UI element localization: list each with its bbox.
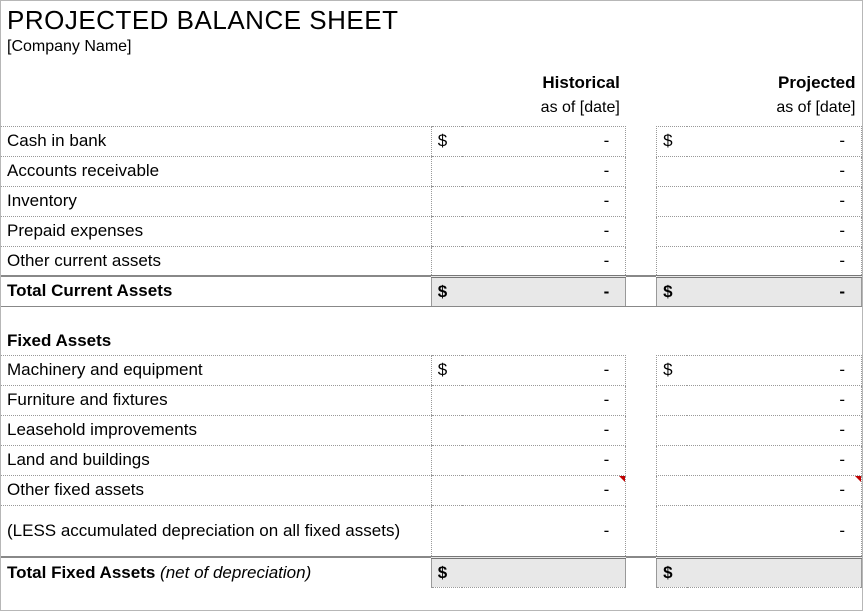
cell-value[interactable]: - — [687, 186, 861, 216]
row-total-label: Total Current Assets — [1, 276, 431, 306]
cell-value — [462, 557, 626, 587]
cell-currency[interactable]: $ — [657, 126, 688, 156]
cell-currency: $ — [657, 276, 688, 306]
row-label: Machinery and equipment — [1, 355, 431, 385]
cell-value — [687, 557, 861, 587]
row-label: (LESS accumulated depreciation on all fi… — [1, 505, 431, 557]
cell-value[interactable]: - — [687, 156, 861, 186]
col-sub-projected: as of [date] — [657, 96, 862, 126]
cell-currency[interactable] — [431, 505, 462, 557]
comment-marker-icon[interactable] — [855, 476, 861, 482]
section-heading-fixed-assets: Fixed Assets — [1, 306, 862, 355]
row-label: Leasehold improvements — [1, 415, 431, 445]
row-label: Prepaid expenses — [1, 216, 431, 246]
cell-currency[interactable] — [657, 475, 688, 505]
row-label: Other current assets — [1, 246, 431, 276]
cell-currency[interactable]: $ — [431, 355, 462, 385]
cell-value[interactable]: - — [462, 246, 626, 276]
cell-value[interactable]: - — [687, 415, 861, 445]
row-label: Land and buildings — [1, 445, 431, 475]
cell-currency[interactable] — [657, 216, 688, 246]
cell-currency[interactable] — [657, 415, 688, 445]
row-label: Cash in bank — [1, 126, 431, 156]
row-label: Inventory — [1, 186, 431, 216]
cell-currency: $ — [431, 276, 462, 306]
balance-sheet: PROJECTED BALANCE SHEET [Company Name] H… — [0, 0, 863, 611]
cell-currency[interactable] — [431, 475, 462, 505]
cell-currency[interactable] — [431, 246, 462, 276]
cell-currency[interactable] — [657, 445, 688, 475]
cell-currency[interactable] — [431, 156, 462, 186]
cell-value[interactable]: - — [687, 216, 861, 246]
cell-value: - — [687, 276, 861, 306]
cell-currency: $ — [657, 557, 688, 587]
cell-currency[interactable] — [657, 505, 688, 557]
cell-value[interactable]: - — [687, 385, 861, 415]
balance-table: Historical Projected as of [date] as of … — [1, 66, 862, 588]
col-header-historical: Historical — [431, 66, 626, 96]
cell-value[interactable]: - — [462, 126, 626, 156]
cell-currency: $ — [431, 557, 462, 587]
row-label: Furniture and fixtures — [1, 385, 431, 415]
cell-value[interactable]: - — [462, 355, 626, 385]
cell-currency[interactable] — [657, 246, 688, 276]
cell-value[interactable]: - — [462, 216, 626, 246]
col-header-projected: Projected — [657, 66, 862, 96]
comment-marker-icon[interactable] — [619, 476, 625, 482]
cell-currency[interactable] — [431, 445, 462, 475]
cell-currency[interactable] — [431, 216, 462, 246]
cell-currency[interactable] — [657, 385, 688, 415]
cell-currency[interactable] — [431, 415, 462, 445]
cell-currency[interactable] — [431, 186, 462, 216]
cell-value[interactable]: - — [687, 246, 861, 276]
cell-value[interactable]: - — [687, 355, 861, 385]
cell-currency[interactable]: $ — [657, 355, 688, 385]
cell-value: - — [462, 276, 626, 306]
cell-value[interactable]: - — [462, 505, 626, 557]
row-label: Other fixed assets — [1, 475, 431, 505]
cell-currency[interactable] — [431, 385, 462, 415]
cell-value[interactable]: - — [462, 186, 626, 216]
cell-currency[interactable] — [657, 186, 688, 216]
cell-value[interactable]: - — [687, 505, 861, 557]
cell-value[interactable]: - — [462, 415, 626, 445]
cell-currency[interactable]: $ — [431, 126, 462, 156]
cell-value[interactable]: - — [687, 126, 861, 156]
row-label: Accounts receivable — [1, 156, 431, 186]
cell-value[interactable]: - — [462, 475, 626, 505]
cell-currency[interactable] — [657, 156, 688, 186]
row-total-label: Total Fixed Assets (net of depreciation) — [1, 557, 431, 587]
cell-value[interactable]: - — [462, 385, 626, 415]
cell-value[interactable]: - — [687, 445, 861, 475]
company-name[interactable]: [Company Name] — [7, 38, 862, 56]
col-sub-historical: as of [date] — [431, 96, 626, 126]
cell-value[interactable]: - — [462, 156, 626, 186]
cell-value[interactable]: - — [462, 445, 626, 475]
cell-value[interactable]: - — [687, 475, 861, 505]
page-title: PROJECTED BALANCE SHEET — [7, 5, 862, 36]
